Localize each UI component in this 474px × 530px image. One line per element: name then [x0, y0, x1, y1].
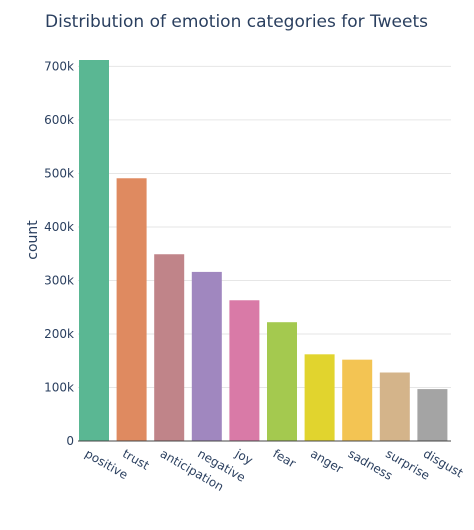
bar-surprise[interactable] — [379, 372, 410, 441]
y-tick-label: 200k — [44, 327, 74, 341]
bar-fear[interactable] — [267, 322, 297, 441]
y-tick-label: 100k — [44, 380, 74, 394]
bar-joy[interactable] — [229, 300, 260, 441]
bar-negative[interactable] — [191, 271, 222, 441]
bar-anticipation[interactable] — [154, 254, 185, 441]
bar-positive[interactable] — [79, 60, 109, 441]
bar-disgust[interactable] — [417, 389, 448, 441]
x-tick-label: fear — [271, 446, 299, 470]
x-tick-label: joy — [232, 446, 255, 468]
y-tick-label: 0 — [66, 434, 74, 448]
y-axis-label: count — [25, 220, 41, 260]
y-tick-label: 500k — [44, 166, 74, 180]
y-tick-label: 400k — [44, 220, 74, 234]
x-tick-label: anger — [308, 446, 345, 476]
y-tick-label: 600k — [44, 113, 74, 127]
bars — [79, 60, 448, 441]
chart-title: Distribution of emotion categories for T… — [45, 12, 428, 32]
y-tick-label: 300k — [44, 273, 74, 287]
bar-anger[interactable] — [304, 354, 335, 441]
bar-sadness[interactable] — [342, 359, 373, 441]
y-tick-label: 700k — [44, 59, 74, 73]
y-axis-ticks: 0 100k 200k 300k 400k 500k 600k 700k — [44, 59, 74, 448]
bar-trust[interactable] — [116, 178, 147, 441]
